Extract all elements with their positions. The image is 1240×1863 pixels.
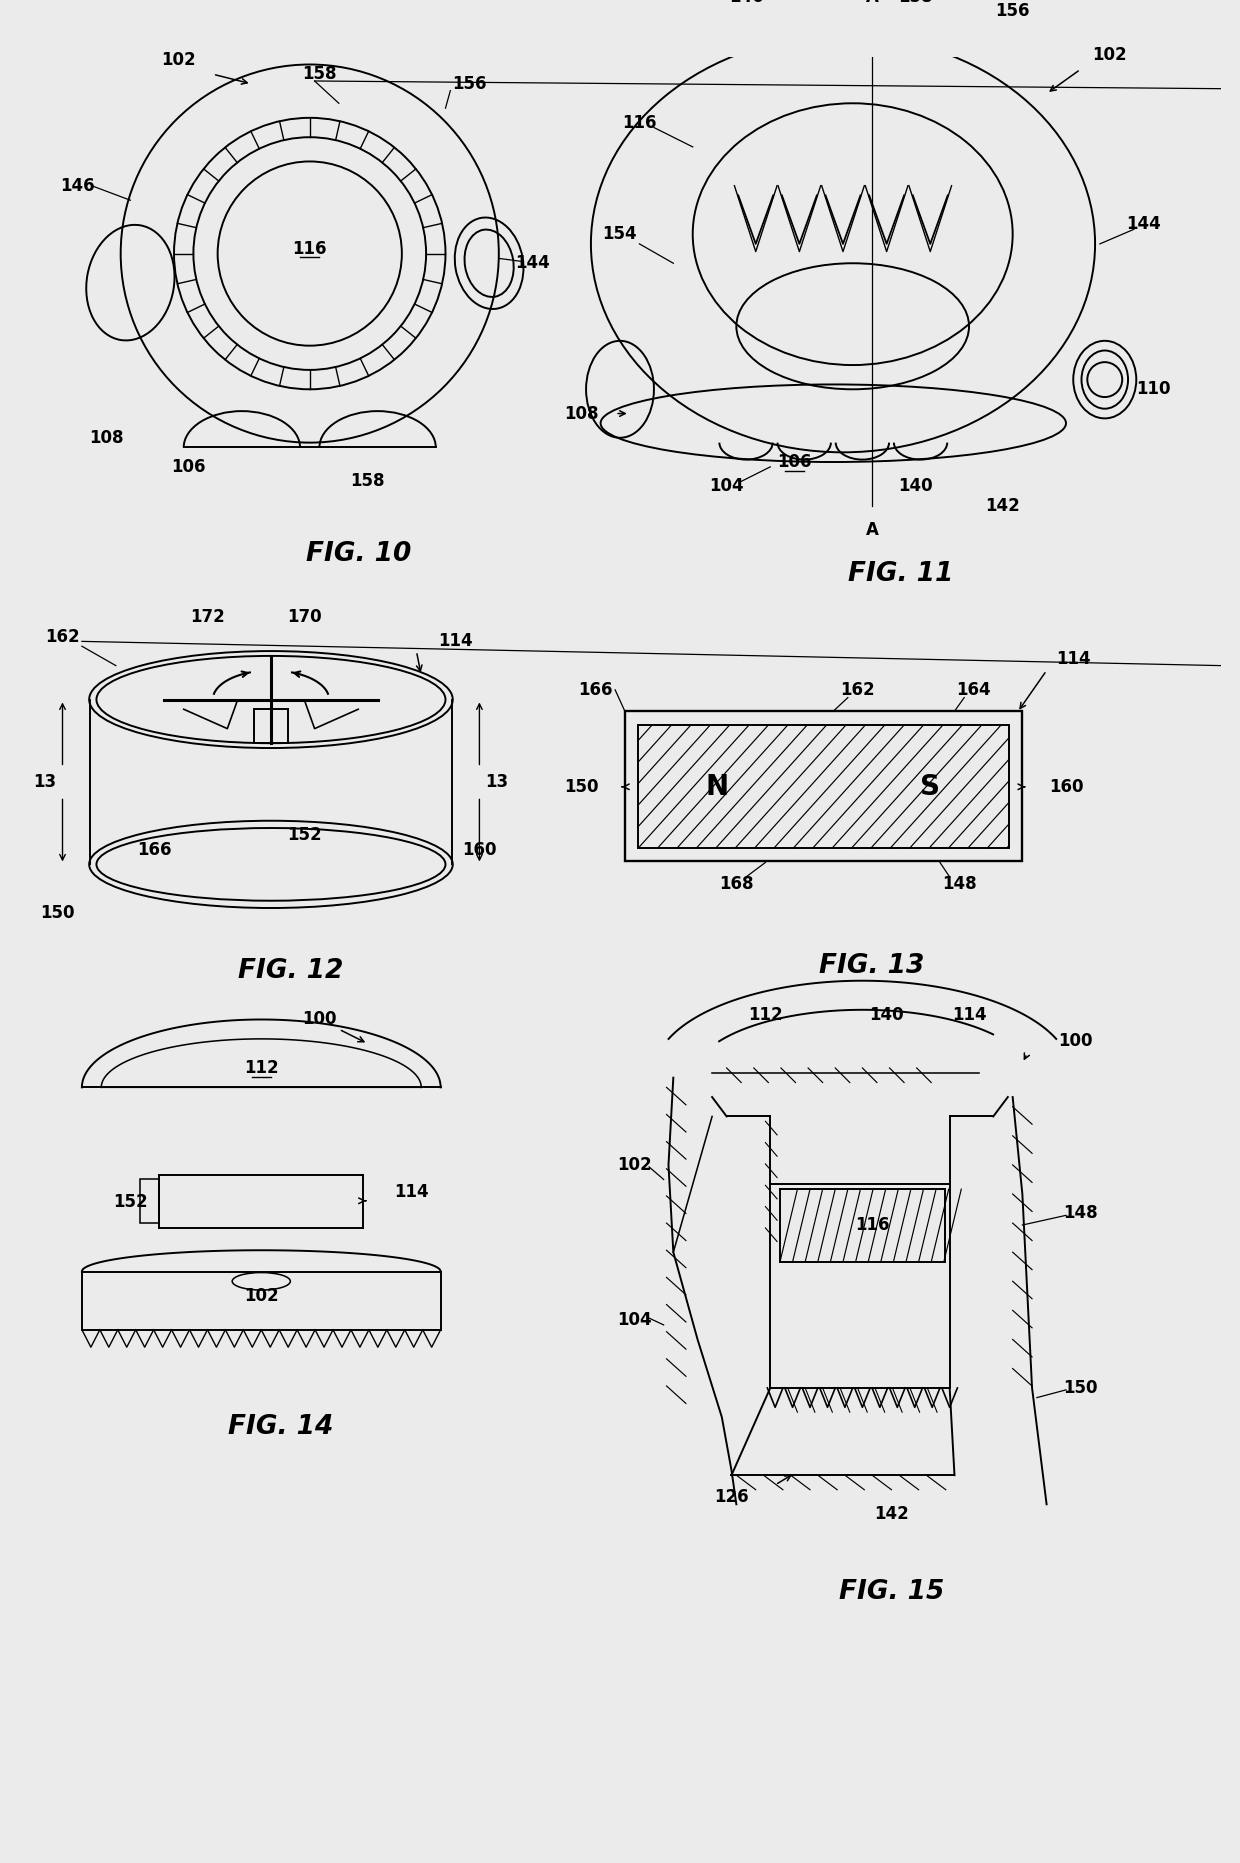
Text: FIG. 15: FIG. 15	[838, 1578, 944, 1604]
Text: A: A	[866, 522, 878, 538]
Text: 158: 158	[303, 65, 337, 84]
Text: 144: 144	[516, 253, 551, 272]
Text: FIG. 12: FIG. 12	[238, 958, 343, 984]
Bar	[639, 725, 1009, 848]
Text: 152: 152	[113, 1192, 148, 1211]
Text: 150: 150	[41, 904, 74, 922]
Text: 112: 112	[748, 1006, 782, 1023]
Text: 150: 150	[564, 779, 599, 796]
Text: 144: 144	[1126, 216, 1161, 233]
Text: 146: 146	[60, 177, 94, 196]
Text: 116: 116	[622, 114, 657, 132]
Text: 156: 156	[996, 2, 1030, 20]
Text: 114: 114	[1056, 650, 1091, 667]
Text: 158: 158	[351, 473, 386, 490]
Text: 160: 160	[463, 840, 497, 859]
Text: FIG. 14: FIG. 14	[228, 1414, 334, 1440]
Text: FIG. 13: FIG. 13	[820, 954, 925, 980]
Bar	[625, 712, 1022, 861]
Text: 148: 148	[1063, 1203, 1097, 1222]
Text: 126: 126	[714, 1487, 749, 1505]
Text: 152: 152	[288, 827, 322, 844]
Text: 102: 102	[1092, 47, 1127, 63]
Bar	[253, 710, 289, 743]
Text: 102: 102	[161, 50, 196, 69]
Text: 166: 166	[138, 840, 172, 859]
Text: 114: 114	[394, 1183, 429, 1202]
Text: 104: 104	[618, 1312, 652, 1328]
Text: 166: 166	[579, 680, 613, 699]
Text: 104: 104	[709, 477, 744, 496]
Text: 116: 116	[293, 240, 327, 257]
Text: 102: 102	[618, 1155, 652, 1174]
Text: 168: 168	[719, 876, 754, 892]
Bar	[140, 1179, 160, 1224]
Text: 108: 108	[564, 404, 599, 423]
Text: 162: 162	[841, 680, 875, 699]
Text: 100: 100	[1059, 1032, 1092, 1051]
Text: 102: 102	[244, 1287, 279, 1304]
Text: 140: 140	[869, 1006, 904, 1023]
Text: FIG. 10: FIG. 10	[305, 540, 410, 566]
Text: 13: 13	[485, 773, 508, 792]
Text: 140: 140	[899, 477, 932, 496]
Text: 116: 116	[854, 1217, 889, 1233]
Text: A: A	[866, 0, 878, 6]
Text: 110: 110	[1136, 380, 1171, 399]
Text: 164: 164	[956, 680, 991, 699]
Text: 106: 106	[777, 453, 812, 471]
Text: 156: 156	[453, 75, 487, 93]
Text: S: S	[920, 773, 940, 801]
Text: 150: 150	[1063, 1379, 1097, 1397]
Text: 170: 170	[288, 607, 322, 626]
Text: 162: 162	[45, 628, 79, 645]
Text: 112: 112	[244, 1058, 279, 1077]
Text: 142: 142	[874, 1505, 909, 1522]
Text: 100: 100	[303, 1010, 337, 1028]
Text: 172: 172	[191, 607, 226, 626]
Text: 146: 146	[729, 0, 764, 6]
Text: 114: 114	[952, 1006, 986, 1023]
Text: 108: 108	[89, 428, 124, 447]
Text: 158: 158	[899, 0, 932, 6]
Text: 13: 13	[33, 773, 57, 792]
Text: 114: 114	[438, 632, 472, 650]
Text: N: N	[706, 773, 729, 801]
Text: 148: 148	[942, 876, 977, 892]
Text: 154: 154	[603, 225, 637, 244]
Text: FIG. 11: FIG. 11	[848, 561, 954, 587]
Text: 106: 106	[171, 458, 206, 475]
Text: 160: 160	[1049, 779, 1084, 796]
Text: 142: 142	[986, 497, 1021, 514]
